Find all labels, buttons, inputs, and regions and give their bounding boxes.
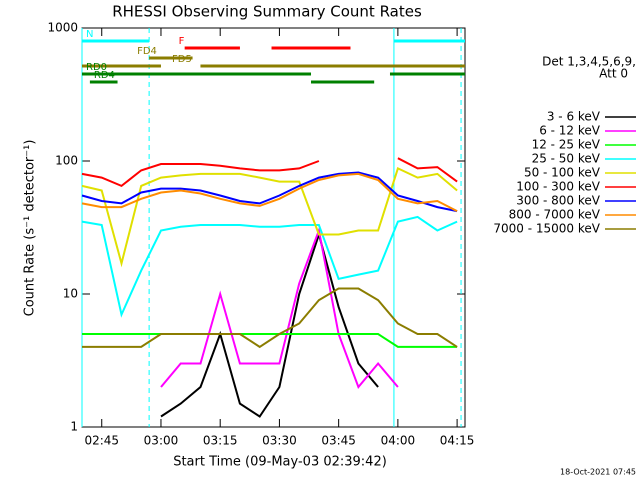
- series-line: [160, 226, 399, 389]
- series-line: [160, 231, 379, 418]
- legend-title: Att 0: [599, 67, 628, 81]
- y-tick-label: 10: [63, 287, 78, 301]
- legend-label: 12 - 25 keV: [532, 138, 601, 152]
- series-line: [82, 333, 458, 348]
- legend-label: 100 - 300 keV: [516, 180, 600, 194]
- y-tick-label: 1: [70, 420, 78, 434]
- x-tick-label: 03:00: [144, 434, 179, 448]
- x-tick-label: 04:15: [440, 434, 475, 448]
- flag-label: RD4: [94, 70, 115, 81]
- legend-label: 7000 - 15000 keV: [493, 222, 600, 236]
- legend-label: 800 - 7000 keV: [509, 208, 601, 222]
- series-line: [81, 215, 458, 318]
- flag-label: F: [179, 36, 185, 47]
- flag-label: FD4: [137, 46, 157, 57]
- x-tick-label: 04:00: [381, 434, 416, 448]
- legend-label: 6 - 12 keV: [539, 124, 601, 138]
- y-tick-label: 100: [55, 154, 78, 168]
- chart-title: RHESSI Observing Summary Count Rates: [112, 3, 422, 21]
- x-axis-label: Start Time (09-May-03 02:39:42): [173, 455, 387, 470]
- y-axis-label: Count Rate (s⁻¹ detector⁻¹): [23, 140, 38, 317]
- x-tick-label: 03:45: [321, 434, 356, 448]
- x-tick-label: 02:45: [84, 434, 119, 448]
- series-line: [81, 157, 458, 188]
- flag-label: RD0: [86, 62, 107, 73]
- legend-label: 300 - 800 keV: [516, 194, 600, 208]
- x-tick-label: 03:15: [203, 434, 238, 448]
- legend-label: 25 - 50 keV: [532, 152, 601, 166]
- series-line: [82, 287, 458, 349]
- series-line: [81, 171, 458, 213]
- series-line: [81, 172, 458, 212]
- series-line: [81, 167, 458, 268]
- legend-label: 3 - 6 keV: [547, 110, 601, 124]
- footer: 18-Oct-2021 07:45: [560, 468, 636, 477]
- flag-label: FD5: [172, 54, 192, 65]
- flag-label: N: [86, 29, 93, 40]
- y-tick-label: 1000: [47, 21, 78, 35]
- legend-title: Det 1,3,4,5,6,9,: [542, 55, 636, 69]
- x-tick-label: 03:30: [262, 434, 297, 448]
- legend-label: 50 - 100 keV: [524, 166, 601, 180]
